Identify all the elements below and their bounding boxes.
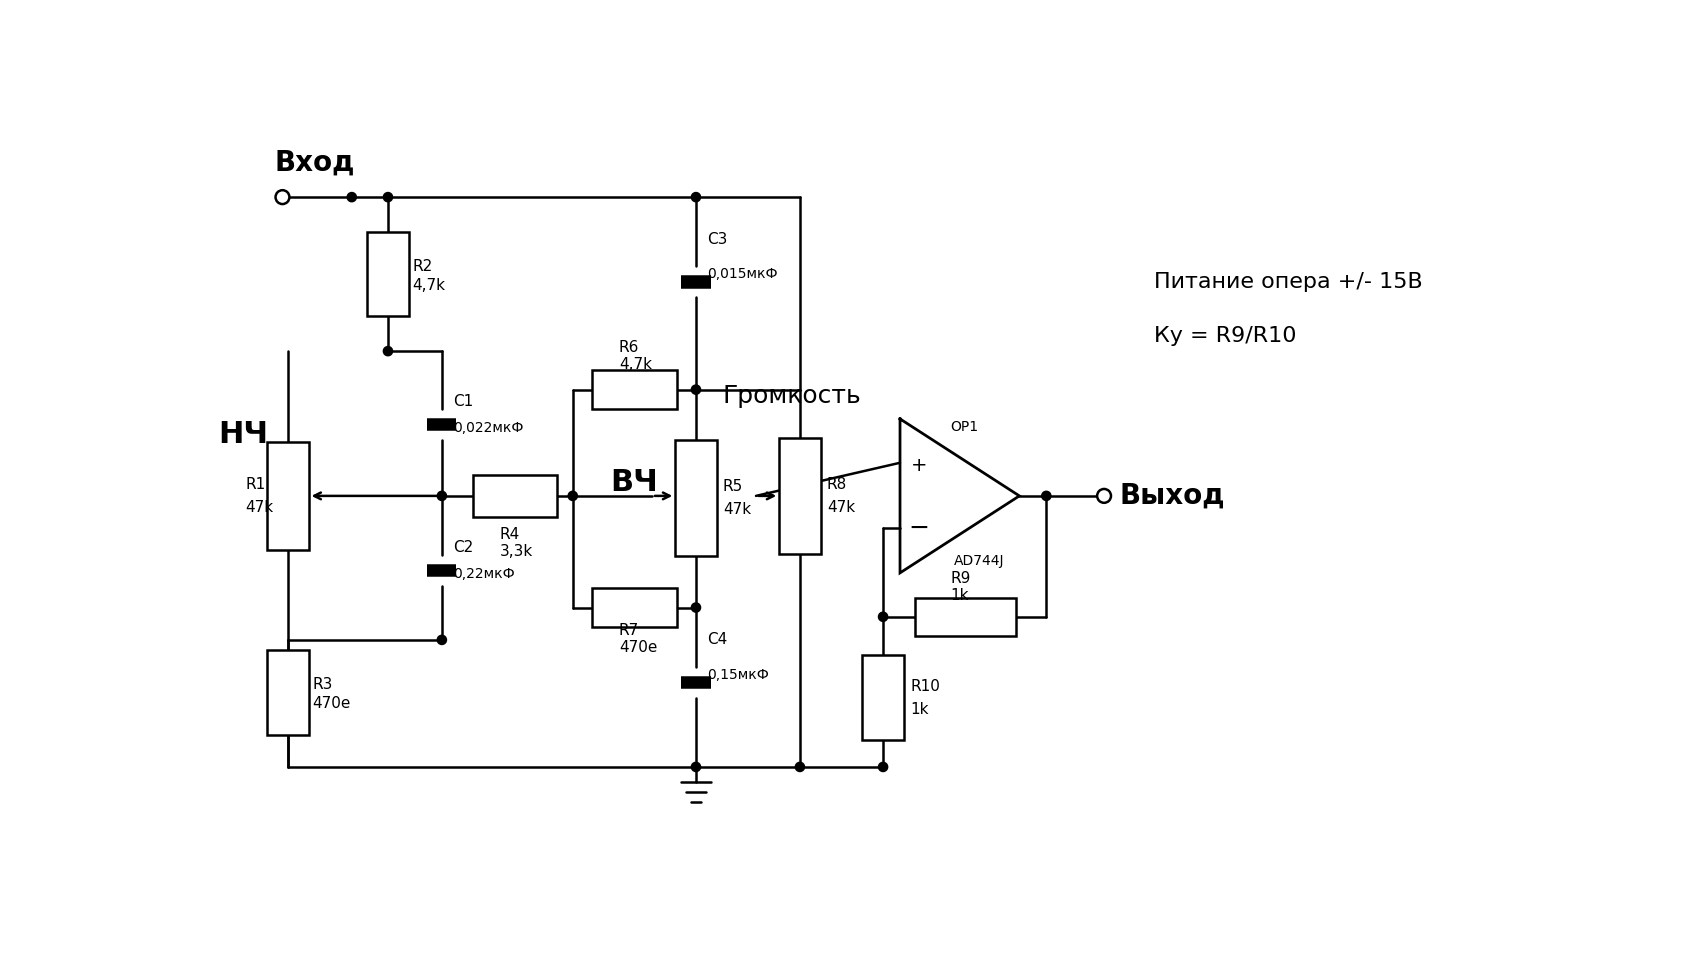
- Text: 47k: 47k: [722, 502, 751, 517]
- Bar: [266, 650, 310, 735]
- Circle shape: [692, 385, 701, 394]
- Text: 47k: 47k: [827, 500, 855, 515]
- Bar: [593, 370, 677, 409]
- Circle shape: [1042, 491, 1051, 501]
- Text: R5: R5: [722, 479, 743, 494]
- Text: R8: R8: [827, 477, 847, 492]
- Text: 0,15мкФ: 0,15мкФ: [707, 668, 770, 681]
- Circle shape: [347, 193, 357, 202]
- Bar: [916, 598, 1015, 636]
- Text: 0,22мкФ: 0,22мкФ: [453, 568, 515, 581]
- Circle shape: [276, 190, 290, 204]
- Circle shape: [879, 763, 887, 771]
- Circle shape: [1098, 489, 1111, 503]
- Text: 470e: 470e: [313, 697, 350, 711]
- Text: Питание опера +/- 15В: Питание опера +/- 15В: [1154, 272, 1423, 292]
- Text: 4,7k: 4,7k: [620, 358, 652, 372]
- Bar: [266, 442, 310, 549]
- Circle shape: [384, 193, 392, 202]
- Text: 0,022мкФ: 0,022мкФ: [453, 422, 524, 435]
- Text: C1: C1: [453, 393, 473, 409]
- Text: C2: C2: [453, 540, 473, 555]
- Circle shape: [692, 193, 701, 202]
- Circle shape: [438, 636, 446, 644]
- Text: 3,3k: 3,3k: [500, 544, 532, 559]
- Bar: [367, 232, 409, 317]
- Text: +: +: [911, 455, 928, 475]
- Circle shape: [692, 763, 701, 771]
- Text: Выход: Выход: [1120, 482, 1224, 510]
- Text: AD744J: AD744J: [953, 554, 1004, 569]
- Bar: [593, 588, 677, 627]
- Bar: [473, 475, 557, 517]
- Circle shape: [438, 491, 446, 501]
- Text: Громкость: Громкость: [722, 384, 862, 408]
- Text: 4,7k: 4,7k: [413, 278, 446, 294]
- Bar: [778, 438, 822, 553]
- Text: ВЧ: ВЧ: [611, 468, 658, 497]
- Text: R7: R7: [620, 623, 640, 639]
- Text: R10: R10: [909, 678, 940, 694]
- Text: 0,015мкФ: 0,015мкФ: [707, 267, 778, 281]
- Bar: [675, 441, 717, 556]
- Text: R2: R2: [413, 259, 433, 274]
- Text: C3: C3: [707, 232, 727, 247]
- Text: Ку = R9/R10: Ку = R9/R10: [1154, 326, 1297, 346]
- Text: НЧ: НЧ: [219, 420, 268, 449]
- Text: R9: R9: [950, 571, 970, 586]
- Text: −: −: [909, 516, 930, 541]
- Text: 1k: 1k: [909, 702, 928, 717]
- Text: OP1: OP1: [950, 420, 978, 433]
- Text: R4: R4: [500, 527, 520, 542]
- Circle shape: [568, 491, 578, 501]
- Text: 1k: 1k: [950, 588, 968, 603]
- Circle shape: [879, 612, 887, 621]
- Text: R3: R3: [313, 677, 333, 692]
- Circle shape: [795, 763, 805, 771]
- Bar: [862, 655, 904, 740]
- Text: R1: R1: [246, 477, 266, 492]
- Text: C4: C4: [707, 633, 727, 647]
- Text: Вход: Вход: [274, 148, 355, 176]
- Circle shape: [384, 347, 392, 356]
- Text: R6: R6: [620, 340, 640, 355]
- Circle shape: [692, 603, 701, 612]
- Text: 47k: 47k: [246, 500, 273, 515]
- Text: 470e: 470e: [620, 641, 657, 655]
